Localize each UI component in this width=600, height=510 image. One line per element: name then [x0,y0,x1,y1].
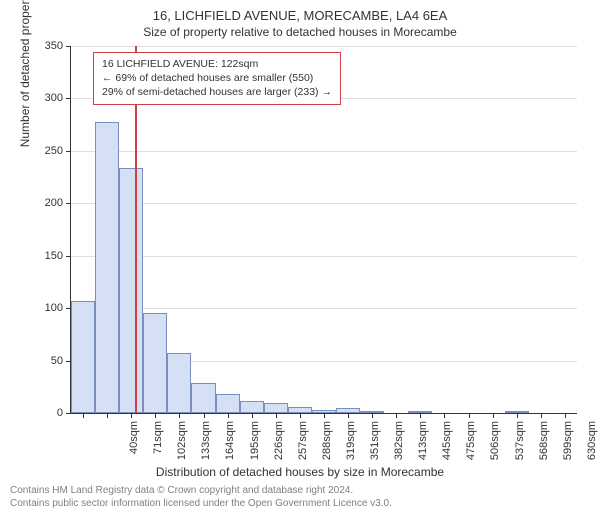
x-tick [300,413,301,418]
histogram-bar [167,353,191,413]
y-tick-label: 0 [57,407,63,419]
y-tick [66,256,71,257]
callout-line-2: ← 69% of detached houses are smaller (55… [102,71,332,85]
y-tick [66,151,71,152]
histogram-bar [143,313,167,413]
chart-title: 16, LICHFIELD AVENUE, MORECAMBE, LA4 6EA [0,8,600,23]
y-tick [66,98,71,99]
x-tick [324,413,325,418]
x-tick-label: 537sqm [514,421,526,469]
y-axis-label: Number of detached properties [18,0,32,147]
attribution-line-1: Contains HM Land Registry data © Crown c… [10,485,392,498]
x-tick-label: 475sqm [465,421,477,469]
x-tick-label: 71sqm [152,421,164,469]
gridline [71,256,577,257]
gridline [71,151,577,152]
x-tick [396,413,397,418]
x-tick [565,413,566,418]
histogram-bar [216,394,240,413]
gridline [71,203,577,204]
y-tick-label: 350 [45,40,63,52]
x-tick [252,413,253,418]
x-tick [276,413,277,418]
x-tick-label: 319sqm [345,421,357,469]
histogram-bar [95,122,119,414]
y-tick [66,413,71,414]
x-axis-label: Distribution of detached houses by size … [0,465,600,479]
x-tick-label: 164sqm [224,421,236,469]
gridline [71,308,577,309]
x-tick-label: 133sqm [200,421,212,469]
x-tick-label: 351sqm [369,421,381,469]
x-tick [107,413,108,418]
histogram-bar [264,403,288,413]
attribution: Contains HM Land Registry data © Crown c… [10,485,392,510]
histogram-bar [119,168,143,413]
x-tick [131,413,132,418]
x-tick [444,413,445,418]
x-tick [493,413,494,418]
attribution-line-2: Contains public sector information licen… [10,498,392,510]
x-tick [155,413,156,418]
x-tick-label: 413sqm [417,421,429,469]
callout-line-3: 29% of semi-detached houses are larger (… [102,85,332,99]
x-tick-label: 40sqm [128,421,140,469]
x-tick-label: 288sqm [321,421,333,469]
x-tick [204,413,205,418]
y-tick [66,46,71,47]
x-tick-label: 445sqm [441,421,453,469]
x-tick [372,413,373,418]
histogram-bar [240,401,264,413]
x-tick-label: 195sqm [249,421,261,469]
x-tick-label: 257sqm [297,421,309,469]
y-tick-label: 250 [45,145,63,157]
x-tick [348,413,349,418]
chart-subtitle: Size of property relative to detached ho… [0,25,600,39]
x-tick [83,413,84,418]
x-tick [179,413,180,418]
x-tick-label: 599sqm [562,421,574,469]
x-tick [420,413,421,418]
y-tick-label: 200 [45,197,63,209]
y-tick-label: 300 [45,92,63,104]
plot-area: 05010015020025030035040sqm71sqm102sqm133… [70,46,577,414]
x-tick-label: 568sqm [538,421,550,469]
y-tick [66,203,71,204]
histogram-bar [191,383,215,413]
x-tick [469,413,470,418]
y-tick-label: 50 [51,355,63,367]
gridline [71,46,577,47]
x-tick [228,413,229,418]
x-tick [541,413,542,418]
x-tick-label: 382sqm [393,421,405,469]
y-tick-label: 100 [45,302,63,314]
x-tick-label: 506sqm [489,421,501,469]
callout-box: 16 LICHFIELD AVENUE: 122sqm ← 69% of det… [93,52,341,105]
histogram-bar [71,301,95,413]
x-tick-label: 630sqm [586,421,598,469]
x-tick-label: 102sqm [176,421,188,469]
callout-line-1: 16 LICHFIELD AVENUE: 122sqm [102,57,332,71]
x-tick [517,413,518,418]
x-tick-label: 226sqm [273,421,285,469]
chart-figure: 16, LICHFIELD AVENUE, MORECAMBE, LA4 6EA… [0,0,600,500]
y-tick-label: 150 [45,250,63,262]
